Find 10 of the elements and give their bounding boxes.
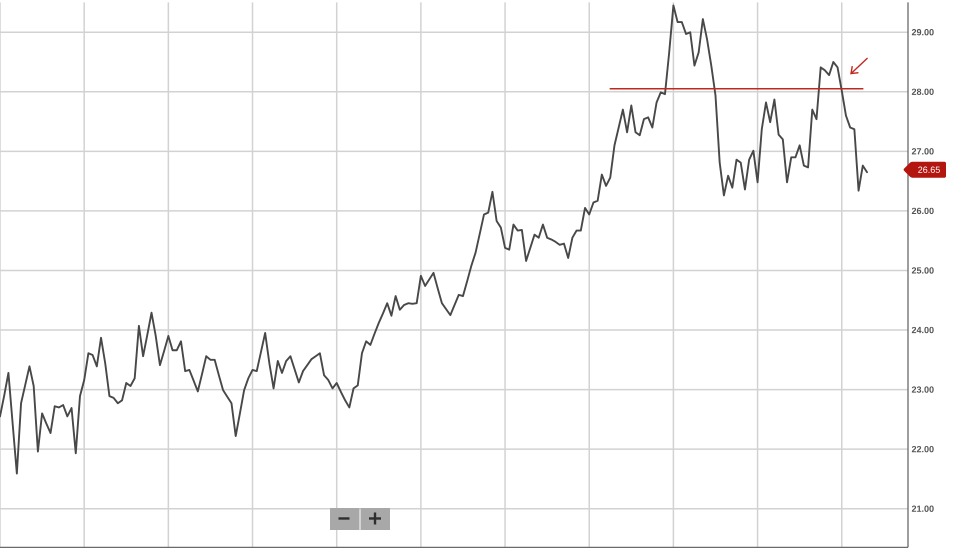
y-tick-label: 28.00 bbox=[912, 88, 934, 95]
text: 26.65 bbox=[918, 166, 940, 173]
y-tick-label: 25.00 bbox=[912, 267, 934, 274]
y-tick-label: 26.00 bbox=[912, 208, 934, 214]
y-tick-label: 22.00 bbox=[912, 446, 934, 452]
y-tick-label: 29.00 bbox=[912, 29, 934, 36]
y-tick-label: 23.00 bbox=[912, 386, 934, 393]
y-tick-label: 24.00 bbox=[912, 326, 934, 334]
y-tick-label: 21.00 bbox=[912, 506, 934, 512]
y-tick-label: 27.00 bbox=[912, 148, 934, 155]
